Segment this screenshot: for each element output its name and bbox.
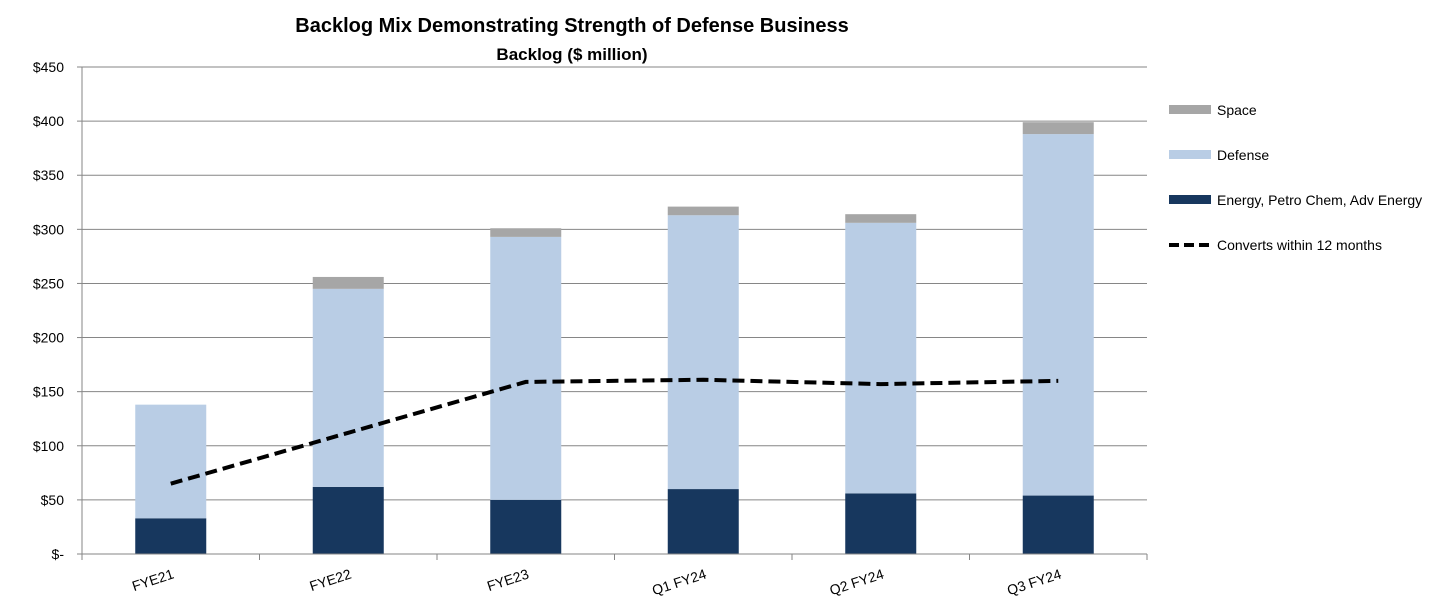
y-tick-label: $150 <box>33 384 64 400</box>
line-converts-within-12-months <box>170 377 1059 486</box>
y-tick-label: $200 <box>33 330 64 346</box>
bar-defense <box>490 236 562 500</box>
chart-subtitle: Backlog ($ million) <box>496 45 647 64</box>
legend-label: Defense <box>1217 147 1269 163</box>
bar-space <box>312 276 384 289</box>
bar-space <box>1022 122 1094 135</box>
x-tick-label: FYE21 <box>130 566 176 595</box>
bar-energy-petro-chem-adv-energy <box>490 499 562 554</box>
y-tick-label: $100 <box>33 438 64 454</box>
y-tick-label: $- <box>52 546 65 562</box>
legend: Space Defense Energy, Petro Chem, Adv Ener… <box>1169 102 1422 253</box>
chart-title: Backlog Mix Demonstrating Strength of De… <box>295 15 848 37</box>
legend-label: Energy, Petro Chem, Adv Energy <box>1217 192 1422 208</box>
y-tick-label: $250 <box>33 275 64 291</box>
bar-defense <box>135 404 207 519</box>
legend-swatch <box>1169 195 1211 204</box>
x-tick-label: FYE23 <box>485 566 531 595</box>
line-series <box>170 377 1059 486</box>
bar-space <box>845 214 917 223</box>
bar-energy-petro-chem-adv-energy <box>312 486 384 554</box>
legend-label: Converts within 12 months <box>1217 237 1382 253</box>
y-tick-label: $50 <box>41 492 65 508</box>
legend-swatch <box>1169 150 1211 159</box>
y-tick-label: $450 <box>33 59 64 75</box>
bar-defense <box>845 222 917 494</box>
bar-space <box>667 206 739 216</box>
gridlines <box>77 66 1147 555</box>
bar-space <box>490 228 562 237</box>
axes <box>81 67 1148 560</box>
bar-energy-petro-chem-adv-energy <box>135 518 207 554</box>
y-tick-label: $350 <box>33 167 64 183</box>
bar-energy-petro-chem-adv-energy <box>667 489 739 554</box>
bar-defense <box>1022 134 1094 496</box>
y-axis-ticks: $- $50 $100 $150 $200 $250 $300 $350 $400 $450 <box>33 59 64 562</box>
x-tick-label: Q1 FY24 <box>650 566 708 599</box>
bars <box>135 122 1094 554</box>
bar-energy-petro-chem-adv-energy <box>1022 495 1094 554</box>
x-tick-label: Q3 FY24 <box>1005 566 1063 599</box>
bar-energy-petro-chem-adv-energy <box>845 493 917 554</box>
legend-swatch <box>1169 105 1211 114</box>
bar-defense <box>312 288 384 487</box>
y-tick-label: $300 <box>33 221 64 237</box>
legend-label: Space <box>1217 102 1257 118</box>
x-tick-label: FYE22 <box>308 566 354 595</box>
y-tick-label: $400 <box>33 113 64 129</box>
x-tick-label: Q2 FY24 <box>827 566 885 599</box>
bar-defense <box>667 215 739 490</box>
x-axis-ticks: FYE21 FYE22 FYE23 Q1 FY24 Q2 FY24 Q3 FY24 <box>130 566 1063 599</box>
